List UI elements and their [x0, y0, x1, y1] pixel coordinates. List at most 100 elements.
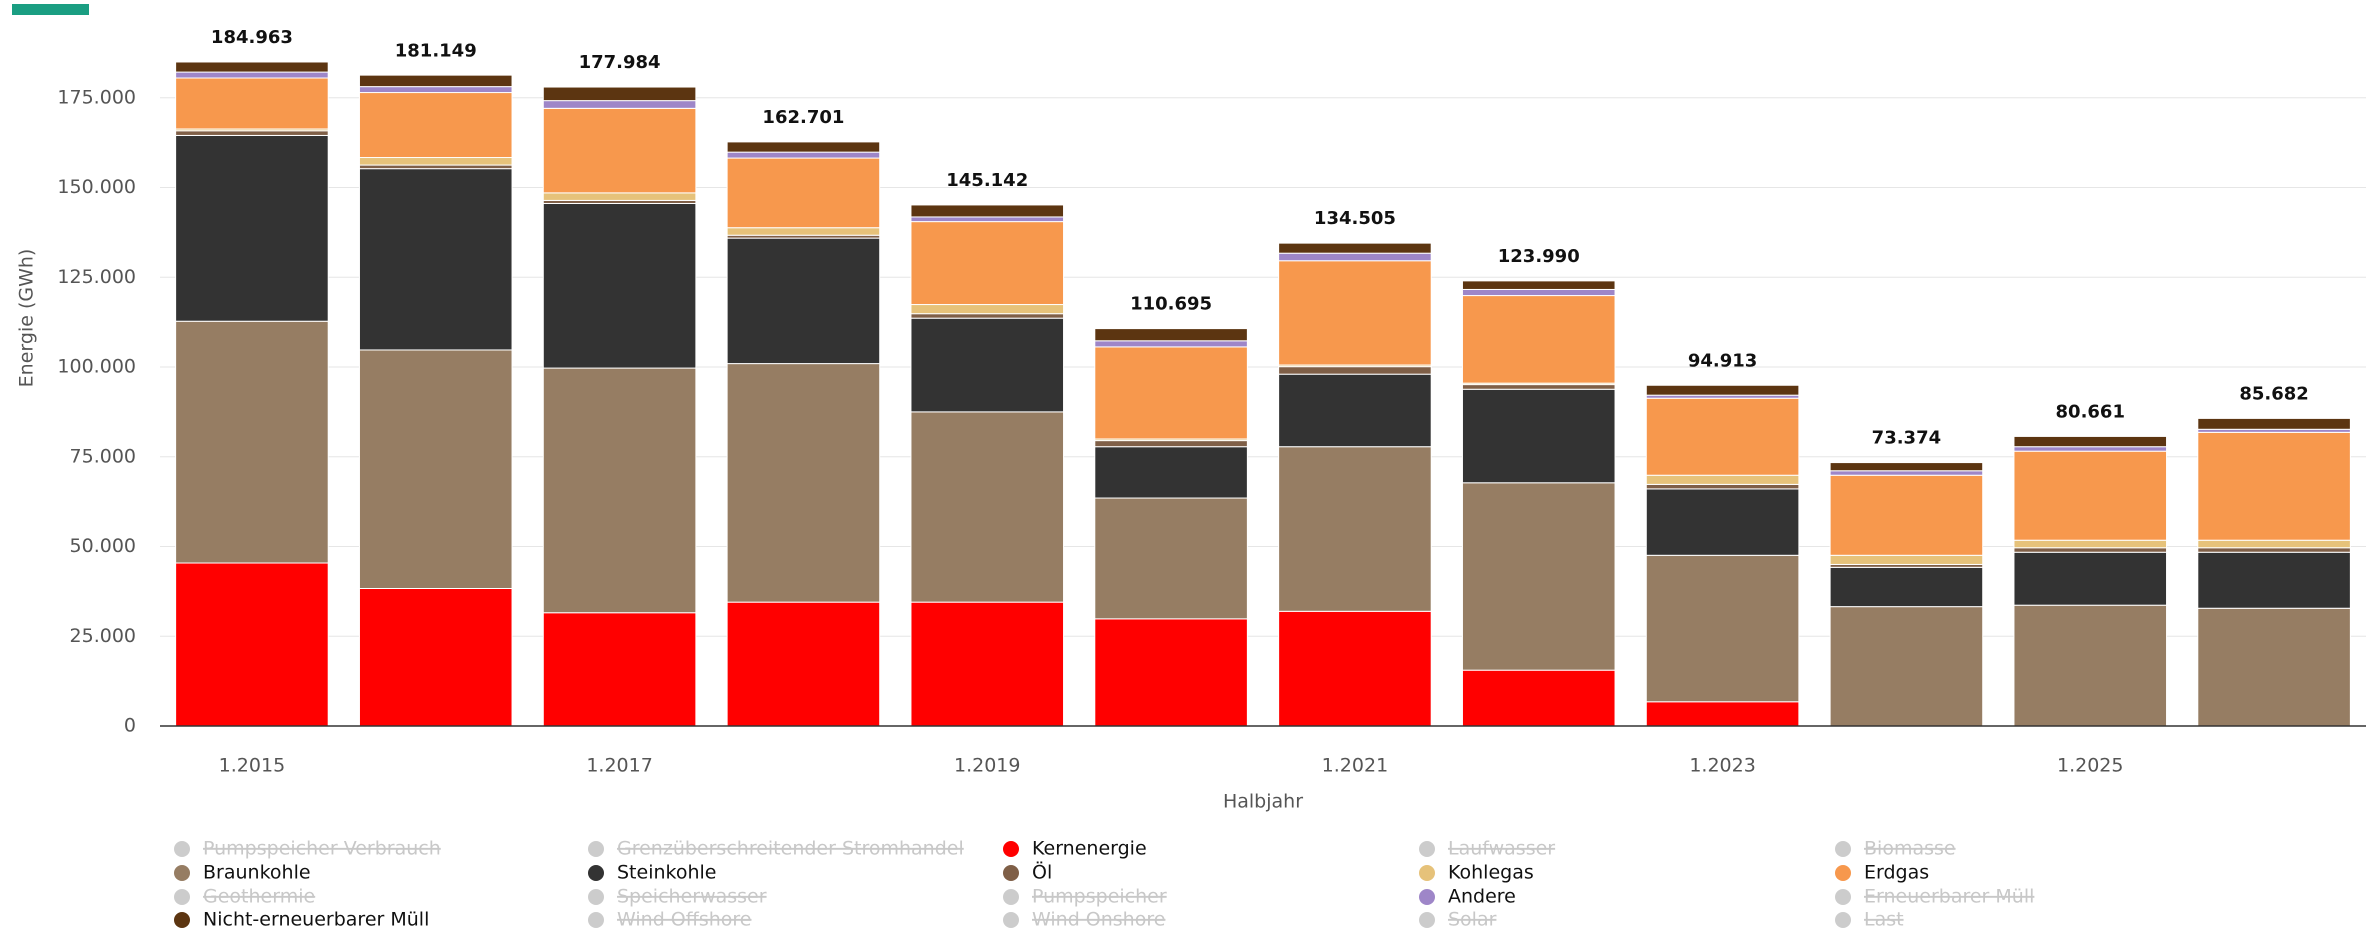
bar-segment	[542, 367, 697, 614]
total-label: 123.990	[1498, 246, 1580, 267]
bar-segment	[1829, 474, 1984, 556]
x-tick-label: 1.2021	[1322, 755, 1388, 777]
legend-label[interactable]: Andere	[1448, 886, 1516, 908]
total-label: 162.701	[762, 107, 844, 128]
bar-segment	[726, 151, 881, 159]
bar-segment	[1094, 618, 1248, 727]
bar-segment	[1645, 397, 1800, 476]
legend-marker[interactable]	[1003, 841, 1019, 857]
legend-label[interactable]: Wind Onshore	[1032, 909, 1165, 929]
bar-segment	[358, 164, 513, 170]
legend-marker[interactable]	[1835, 865, 1851, 881]
legend-marker[interactable]	[1835, 889, 1851, 905]
legend-marker[interactable]	[1835, 912, 1851, 928]
bar-segment	[2013, 435, 2168, 448]
bar-segment	[1829, 462, 1984, 472]
bar-segment	[358, 86, 513, 94]
legend-marker[interactable]	[174, 912, 190, 928]
bar-segment	[358, 157, 513, 166]
bar-segment	[726, 363, 881, 603]
legend-marker[interactable]	[1419, 912, 1435, 928]
bar-segment	[910, 216, 1065, 223]
bar-segment	[175, 61, 329, 73]
bar-segment	[2013, 551, 2168, 606]
bar-segment	[2197, 547, 2351, 553]
legend-marker[interactable]	[174, 889, 190, 905]
bar-segment	[1645, 483, 1800, 490]
bar-segment	[1645, 554, 1800, 703]
x-tick-label: 1.2023	[1689, 755, 1755, 777]
bar-segment	[1461, 288, 1616, 297]
legend-label[interactable]: Biomasse	[1864, 838, 1956, 860]
bar-segment	[1278, 252, 1432, 262]
legend-marker[interactable]	[588, 889, 604, 905]
legend-label[interactable]: Wind Offshore	[617, 909, 751, 929]
bar-segment	[1829, 606, 1984, 727]
legend-marker[interactable]	[174, 841, 190, 857]
legend-label[interactable]: Speicherwasser	[617, 886, 767, 908]
bar-segment	[2013, 539, 2168, 549]
y-tick-label: 75.000	[70, 445, 136, 467]
bar-segment	[1645, 488, 1800, 556]
bar-segment	[2013, 450, 2168, 541]
bar-segment	[1094, 340, 1248, 348]
bar-segment	[2197, 431, 2351, 541]
bar-segment	[1094, 440, 1248, 448]
legend-label[interactable]: Kohlegas	[1448, 862, 1534, 884]
legend-label[interactable]: Steinkohle	[617, 862, 716, 884]
legend-label[interactable]: Pumpspeicher	[1032, 886, 1167, 908]
total-label: 73.374	[1872, 428, 1941, 449]
legend-label[interactable]: Pumpspeicher Verbrauch	[203, 838, 441, 860]
x-axis-title: Halbjahr	[1223, 791, 1303, 813]
legend-marker[interactable]	[588, 865, 604, 881]
bar-segment	[542, 202, 697, 369]
legend-marker[interactable]	[174, 865, 190, 881]
x-tick-label: 1.2017	[586, 755, 652, 777]
bar-segment	[1461, 280, 1616, 290]
legend-marker[interactable]	[1419, 865, 1435, 881]
bar-segment	[1278, 260, 1432, 366]
legend-marker[interactable]	[1835, 841, 1851, 857]
bar-segment	[1645, 474, 1800, 485]
legend-marker[interactable]	[1003, 912, 1019, 928]
y-tick-label: 25.000	[70, 625, 136, 647]
bar-segment	[1278, 242, 1432, 254]
bar-segment	[1094, 346, 1248, 440]
legend-label[interactable]: Braunkohle	[203, 862, 311, 884]
legend-label[interactable]: Geothermie	[203, 886, 315, 908]
total-label: 110.695	[1130, 294, 1212, 315]
legend-marker[interactable]	[1419, 889, 1435, 905]
legend-marker[interactable]	[1419, 841, 1435, 857]
legend-label[interactable]: Last	[1864, 909, 1904, 929]
legend-marker[interactable]	[1003, 889, 1019, 905]
bar-segment	[2013, 604, 2168, 727]
legend-label[interactable]: Erdgas	[1864, 862, 1929, 884]
legend-marker[interactable]	[1003, 865, 1019, 881]
bar-segment	[542, 612, 697, 727]
legend-label[interactable]: Solar	[1448, 909, 1497, 929]
total-label: 177.984	[579, 52, 661, 73]
bar-segment	[358, 74, 513, 88]
legend-label[interactable]: Öl	[1032, 861, 1052, 884]
total-label: 85.682	[2239, 383, 2308, 404]
y-tick-label: 50.000	[70, 535, 136, 557]
bar-segment	[2197, 539, 2351, 549]
legend-label[interactable]: Laufwasser	[1448, 838, 1555, 860]
bar-segment	[2197, 551, 2351, 609]
y-tick-label: 125.000	[57, 266, 136, 288]
legend-label[interactable]: Erneuerbarer Müll	[1864, 886, 2034, 908]
bar-segment	[1094, 446, 1248, 499]
bar-segment	[910, 317, 1065, 413]
legend-marker[interactable]	[588, 841, 604, 857]
bar-segment	[175, 134, 329, 322]
legend-marker[interactable]	[588, 912, 604, 928]
x-tick-label: 1.2019	[954, 755, 1020, 777]
legend-label[interactable]: Nicht-erneuerbarer Müll	[203, 909, 429, 929]
legend-label[interactable]: Kernenergie	[1032, 838, 1147, 860]
legend-label[interactable]: Grenzüberschreitender Stromhandel	[617, 838, 964, 860]
bar-segment	[726, 141, 881, 153]
bar-segment	[1461, 482, 1616, 671]
bar-segment	[1829, 566, 1984, 608]
bar-segment	[1829, 554, 1984, 565]
